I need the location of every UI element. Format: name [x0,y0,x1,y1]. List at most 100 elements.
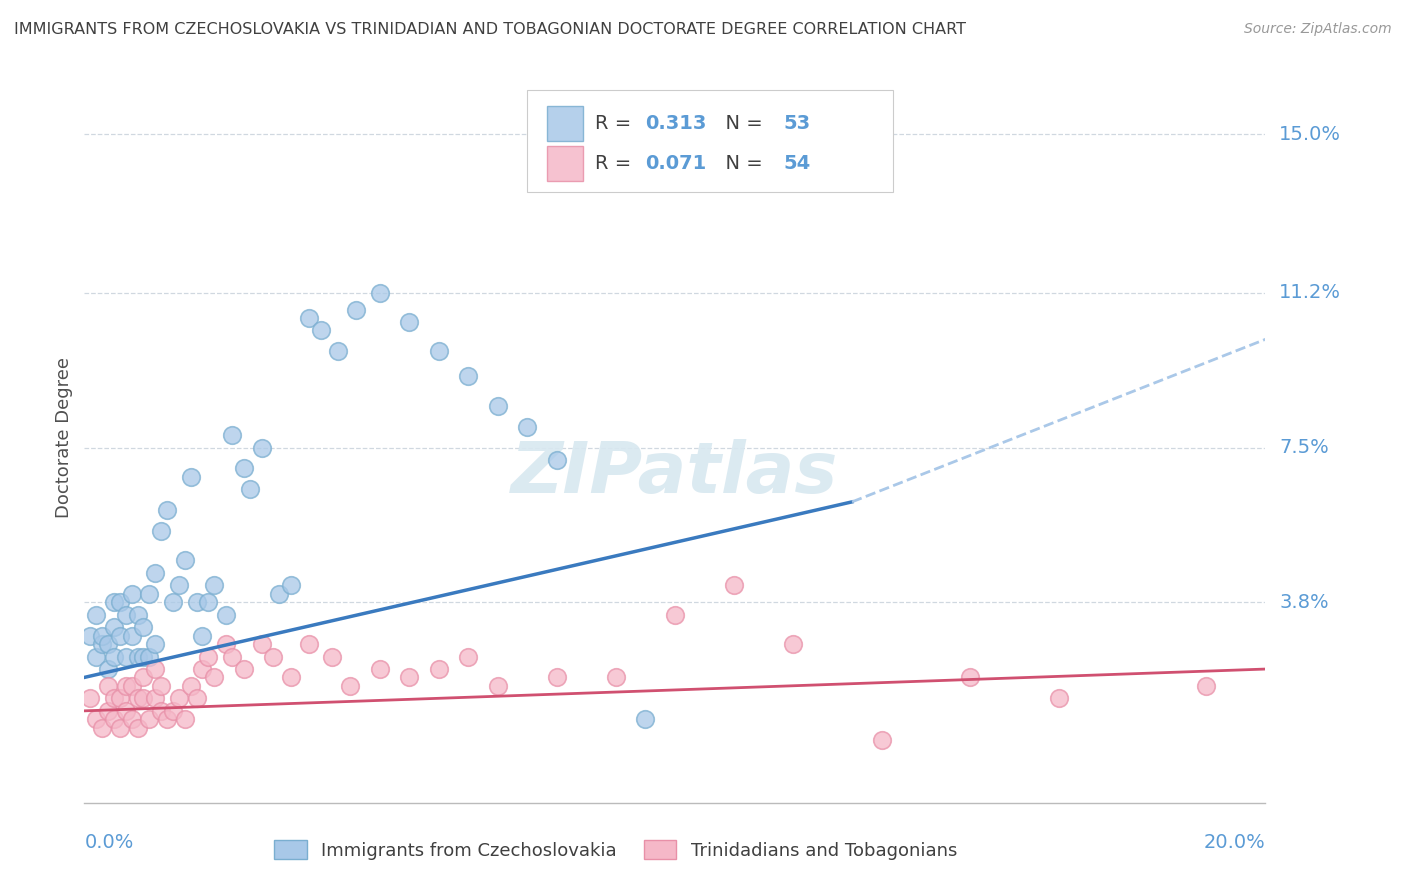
Point [546,453,568,467]
Point [239,483,262,497]
Point [97,637,120,651]
Point [457,369,479,384]
Point [167,578,190,592]
Point [870,733,893,747]
Point [215,607,238,622]
Point [191,629,214,643]
Point [121,587,143,601]
Point [427,662,450,676]
Text: IMMIGRANTS FROM CZECHOSLOVAKIA VS TRINIDADIAN AND TOBAGONIAN DOCTORATE DEGREE CO: IMMIGRANTS FROM CZECHOSLOVAKIA VS TRINID… [14,22,966,37]
Point [127,691,149,706]
Point [91,629,114,643]
Point [103,595,125,609]
Point [280,578,302,592]
Text: 3.8%: 3.8% [1279,592,1329,612]
Point [143,662,166,676]
Point [84,712,107,726]
Point [197,649,219,664]
Point [486,399,509,413]
Text: N =: N = [713,154,769,173]
Text: ZIPatlas: ZIPatlas [512,439,838,508]
Point [546,670,568,684]
Point [664,607,686,622]
Point [232,461,254,475]
Point [97,662,120,676]
Bar [547,146,582,181]
Point [143,691,166,706]
Point [186,691,208,706]
Point [114,679,136,693]
Point [250,637,273,651]
Point [328,344,350,359]
Text: N =: N = [713,114,769,133]
Point [132,620,155,634]
Point [250,441,273,455]
Point [723,578,745,592]
Point [150,704,173,718]
Text: 53: 53 [783,114,811,133]
Point [605,670,627,684]
Text: 7.5%: 7.5% [1279,438,1329,457]
Point [121,629,143,643]
Point [97,679,120,693]
Point [138,712,160,726]
Point [121,679,143,693]
Point [138,649,160,664]
Point [79,629,101,643]
Point [339,679,361,693]
Point [103,620,125,634]
Point [84,649,107,664]
Point [221,428,243,442]
Point [280,670,302,684]
Point [191,662,214,676]
Point [138,587,160,601]
Point [143,637,166,651]
Point [156,712,179,726]
Point [167,691,190,706]
Point [427,344,450,359]
Text: R =: R = [595,154,637,173]
Point [114,607,136,622]
Y-axis label: Doctorate Degree: Doctorate Degree [55,357,73,517]
Text: 15.0%: 15.0% [1279,125,1341,144]
Point [173,553,195,567]
Point [180,470,202,484]
Point [221,649,243,664]
Point [202,670,225,684]
Point [127,721,149,735]
Point [634,712,657,726]
Point [398,315,420,329]
Text: 20.0%: 20.0% [1204,833,1265,853]
Text: 11.2%: 11.2% [1279,284,1341,302]
Point [262,649,284,664]
Point [269,587,291,601]
FancyBboxPatch shape [527,90,893,192]
Point [108,691,131,706]
Point [127,649,149,664]
Point [309,324,332,338]
Point [132,691,155,706]
Point [298,310,321,325]
Point [180,679,202,693]
Point [215,637,238,651]
Text: R =: R = [595,114,637,133]
Point [156,503,179,517]
Point [108,721,131,735]
Point [127,607,149,622]
Point [114,649,136,664]
Point [114,704,136,718]
Text: 0.0%: 0.0% [84,833,134,853]
Point [84,607,107,622]
Point [103,691,125,706]
Bar [547,106,582,141]
Point [143,566,166,580]
Point [197,595,219,609]
Point [298,637,321,651]
Point [457,649,479,664]
Point [103,712,125,726]
Point [1047,691,1070,706]
Text: Source: ZipAtlas.com: Source: ZipAtlas.com [1244,22,1392,37]
Legend: Immigrants from Czechoslovakia, Trinidadians and Tobagonians: Immigrants from Czechoslovakia, Trinidad… [267,833,965,867]
Point [368,285,391,300]
Text: 0.071: 0.071 [645,154,707,173]
